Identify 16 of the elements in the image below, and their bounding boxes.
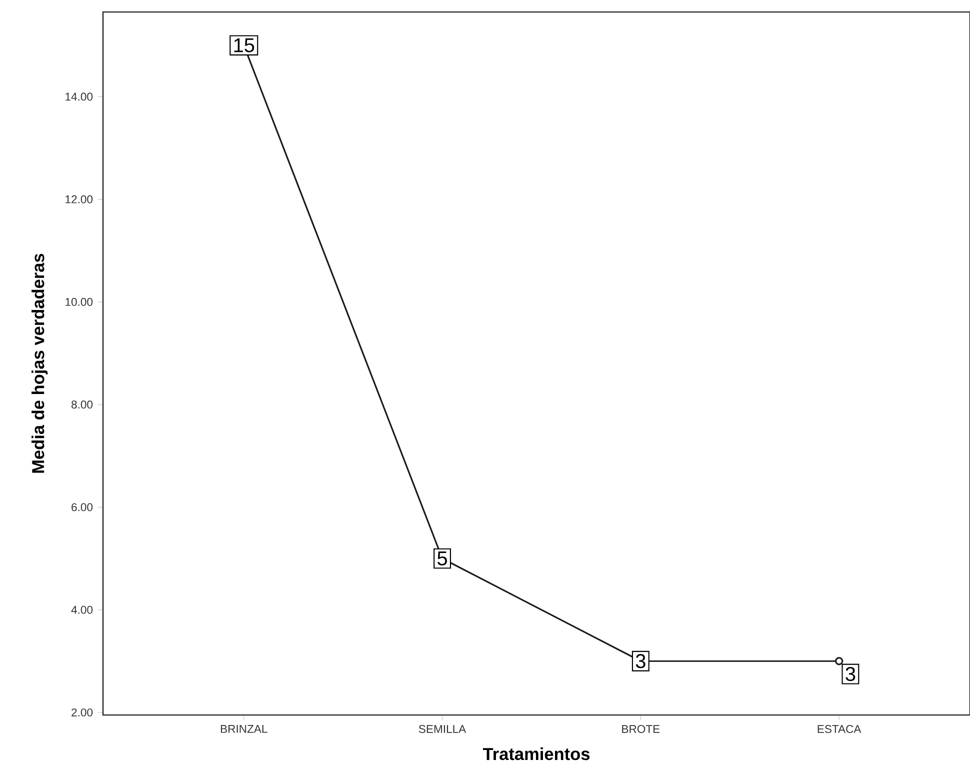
y-axis-title: Media de hojas verdaderas	[32, 254, 48, 473]
y-tick-label: 4.00	[71, 606, 93, 614]
data-label: 3	[636, 654, 646, 668]
y-tick-label: 8.00	[72, 400, 93, 409]
y-tick-label: 14.00	[66, 92, 93, 101]
y-tick-label: 12.00	[66, 195, 93, 204]
y-tick-label: 2.00	[72, 708, 93, 716]
x-tick-label: BRINZAL	[220, 725, 268, 733]
x-axis-title: Tratamientos	[482, 747, 590, 760]
data-label: 3	[846, 666, 856, 682]
y-tick-label: 6.00	[72, 503, 93, 512]
x-tick-label: ESTACA	[818, 725, 862, 733]
data-label: 5	[438, 552, 447, 566]
x-tick-label: BROTE	[622, 725, 660, 733]
x-tick-label: SEMILLA	[418, 725, 466, 733]
y-tick-label: 10.00	[66, 298, 93, 306]
